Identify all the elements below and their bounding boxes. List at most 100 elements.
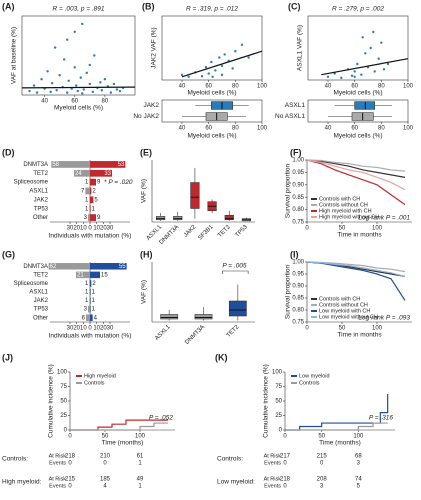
- risk-label: At Risk: [49, 453, 67, 459]
- category-label: ASXL1: [29, 189, 48, 195]
- x-tick-label: 100: [135, 434, 146, 440]
- y-tick-label: 0.85: [292, 195, 304, 201]
- series-line: [306, 159, 406, 178]
- risk-count: 185: [100, 477, 111, 483]
- x-axis-label: Time (months): [102, 440, 144, 447]
- value-label: 1: [85, 281, 89, 287]
- bar: [90, 271, 100, 279]
- legend-label: Controls: [299, 380, 320, 386]
- x-tick-label: 20: [73, 326, 80, 332]
- y-axis-label: VAF (%): [141, 179, 148, 203]
- bar: [76, 271, 90, 279]
- value-label: 9: [97, 215, 101, 221]
- value-label: 1: [92, 290, 96, 296]
- y-tick-label: 75: [275, 384, 282, 390]
- y-tick-label: 1.00: [292, 158, 304, 164]
- y-tick-label: 0.75: [292, 320, 304, 326]
- box-label: No ASXL1: [275, 113, 305, 120]
- x-tick-label: 100: [353, 434, 364, 440]
- risk-count: 218: [280, 477, 291, 483]
- point: [377, 57, 380, 60]
- point: [350, 74, 354, 77]
- bar: [90, 263, 127, 270]
- point: [372, 30, 375, 34]
- bar: [90, 169, 112, 177]
- series-line: [306, 159, 406, 191]
- x-tick-label: 50: [318, 434, 325, 440]
- point: [234, 50, 237, 53]
- value-label: 1: [92, 206, 96, 212]
- category-label: TET2: [33, 171, 48, 177]
- point: [88, 63, 92, 67]
- legend-label: High myeloid with CH: [319, 208, 372, 214]
- legend-label: Low myeloid with CH: [319, 308, 370, 314]
- category-label: Spliceosome: [14, 180, 49, 186]
- value-label: 1: [92, 307, 96, 313]
- risk-label: Events: [264, 460, 281, 466]
- risk-count: 74: [355, 477, 362, 483]
- bar: [90, 314, 93, 321]
- bar: [86, 314, 90, 321]
- x-tick-label: 100: [257, 84, 268, 90]
- category-label: JAK2: [34, 298, 49, 304]
- point: [333, 72, 336, 75]
- bracket: [222, 270, 249, 274]
- point: [369, 46, 372, 50]
- value-label: 1: [85, 197, 89, 203]
- y-tick-label: 0.80: [292, 207, 304, 213]
- value-label: 21: [77, 272, 84, 278]
- x-tick-label: 0: [88, 226, 92, 232]
- point: [353, 75, 356, 79]
- point: [180, 73, 184, 77]
- bar: [89, 280, 90, 287]
- point: [93, 54, 96, 57]
- x-tick-label: 60: [205, 84, 212, 90]
- annotation: * P = .020: [104, 179, 133, 186]
- box-label: No JAK2: [133, 113, 159, 120]
- category-label: ASXL1: [154, 324, 172, 342]
- x-tick-label: 0: [283, 434, 287, 440]
- point: [46, 70, 49, 73]
- legend-label: Low myeloid without CH: [319, 314, 378, 320]
- value-label: 15: [101, 272, 108, 278]
- x-tick-label: 100: [372, 326, 383, 332]
- annotation: P = .316: [369, 415, 394, 422]
- risk-count: 218: [65, 454, 76, 460]
- point: [247, 56, 250, 59]
- bar: [90, 161, 126, 168]
- event-count: 0: [68, 484, 72, 490]
- point: [386, 62, 390, 66]
- legend-label: High myeloid without CH: [319, 214, 379, 220]
- y-tick-label: 50: [275, 399, 282, 405]
- legend-label: Controls: [84, 380, 105, 386]
- panel-label: (E): [140, 147, 152, 157]
- risk-count: 217: [280, 454, 291, 460]
- point: [118, 89, 122, 93]
- bar: [90, 187, 92, 195]
- series-line: [285, 422, 388, 431]
- risk-label: Events: [49, 460, 66, 466]
- bar: [90, 288, 91, 296]
- bar: [90, 178, 96, 186]
- point: [115, 88, 119, 91]
- x-tick-label: 50: [339, 226, 346, 232]
- bar: [89, 288, 90, 296]
- y-tick-label: 0.95: [292, 170, 304, 176]
- point: [218, 56, 221, 59]
- point: [210, 60, 213, 64]
- annotation: R = .003, p = .891: [52, 6, 104, 13]
- x-tick-label: 40: [325, 126, 332, 132]
- series-line: [306, 159, 406, 172]
- risk-label: At Risk: [264, 476, 282, 482]
- x-axis-label: Myeloid cells (%): [187, 90, 236, 97]
- x-tick-label: 60: [351, 84, 358, 90]
- point: [55, 89, 58, 92]
- point: [73, 66, 76, 69]
- y-axis-label: Survival proportion: [285, 265, 292, 320]
- y-tick-label: 100: [272, 370, 283, 376]
- point: [361, 36, 364, 39]
- y-tick-label: 100: [57, 370, 68, 376]
- x-tick-label: 10: [93, 326, 100, 332]
